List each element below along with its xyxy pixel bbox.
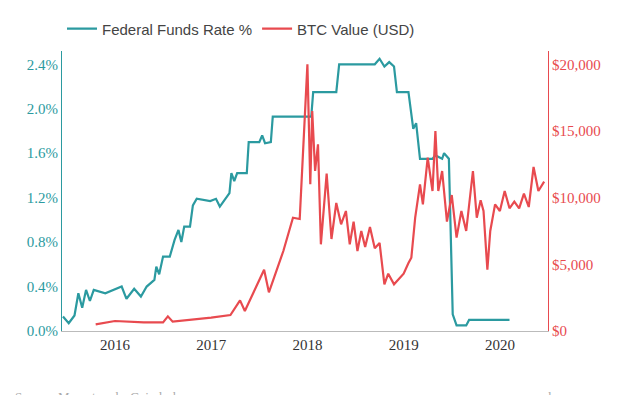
svg-text:Source: Macrotrends, Coindesk: Source: Macrotrends, Coindesk (15, 389, 180, 395)
svg-text:$20,000: $20,000 (552, 57, 601, 73)
svg-text:0.8%: 0.8% (27, 234, 58, 250)
svg-text:0.4%: 0.4% (27, 279, 58, 295)
svg-text:1.2%: 1.2% (27, 190, 58, 206)
svg-text:2.0%: 2.0% (27, 101, 58, 117)
svg-text:2020: 2020 (485, 337, 515, 353)
svg-text:2019: 2019 (389, 337, 419, 353)
svg-text:0.0%: 0.0% (27, 323, 58, 339)
svg-text:manwardpress.com: manwardpress.com (503, 389, 604, 395)
svg-text:1.6%: 1.6% (27, 145, 58, 161)
svg-text:$15,000: $15,000 (552, 123, 601, 139)
svg-text:BTC Value (USD): BTC Value (USD) (297, 21, 414, 38)
svg-text:2018: 2018 (292, 337, 322, 353)
svg-text:$5,000: $5,000 (552, 257, 593, 273)
svg-text:2016: 2016 (100, 337, 130, 353)
svg-text:Federal Funds Rate %: Federal Funds Rate % (102, 21, 252, 38)
svg-text:2.4%: 2.4% (27, 57, 58, 73)
svg-text:$0: $0 (552, 323, 567, 339)
svg-text:2017: 2017 (196, 337, 227, 353)
svg-text:$10,000: $10,000 (552, 190, 601, 206)
